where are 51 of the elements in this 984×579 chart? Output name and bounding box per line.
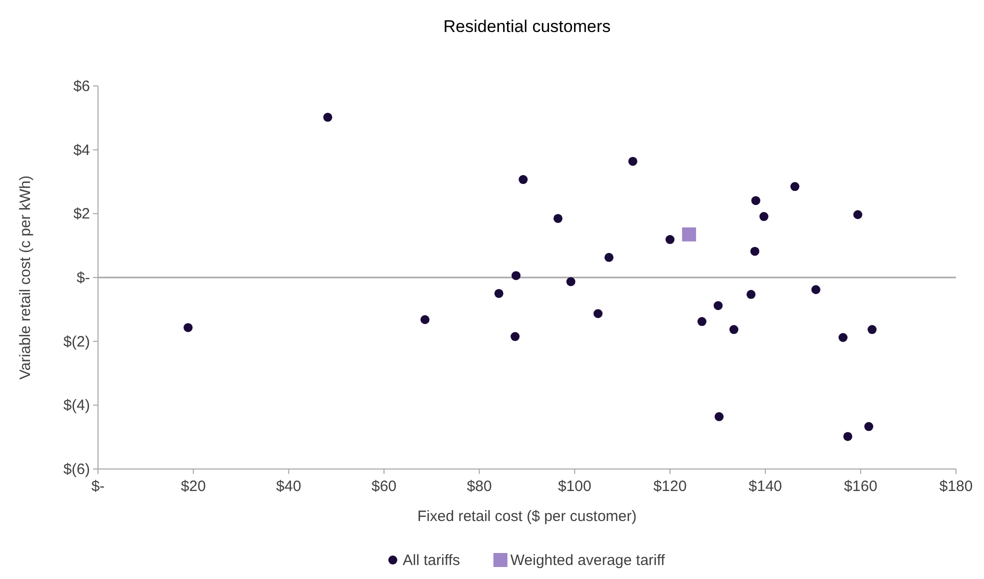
y-tick-label: $4 [73,142,90,159]
point [751,196,760,206]
point [566,277,576,286]
y-axis-title: Variable retail cost (c per kWh) [17,176,34,380]
point [494,288,504,298]
x-tick-label: $160 [844,478,878,495]
point [864,422,874,432]
legend-label: Weighted average tariff [510,552,666,569]
point [510,332,520,342]
point [714,301,723,310]
x-tick-label: $180 [939,478,973,495]
point [604,252,614,262]
point [746,290,756,299]
point [790,182,800,192]
point [714,412,724,422]
point [518,175,528,184]
x-tick-label: $80 [466,478,492,495]
point [811,285,820,294]
point [729,325,738,334]
x-tick-label: $- [91,478,105,495]
x-tick-label: $60 [371,478,397,495]
y-tick-label: $- [76,270,90,286]
point [553,214,562,223]
point [853,210,862,220]
point [682,227,696,242]
point [868,325,877,334]
legend-label: All tariffs [402,552,460,569]
y-tick-label: $(2) [63,333,90,350]
point [512,271,521,280]
point [628,156,638,166]
point [420,315,430,324]
point [843,432,852,441]
x-tick-label: $40 [276,478,302,495]
y-tick-label: $(6) [63,461,90,478]
point [666,235,674,244]
x-tick-label: $140 [748,478,782,495]
y-tick-label: $6 [73,78,90,95]
point [759,212,768,222]
y-tick-label: $2 [73,206,90,223]
x-tick-label: $100 [558,478,592,495]
point [697,317,706,326]
x-tick-label: $120 [653,478,687,495]
point [323,112,332,122]
point [594,309,603,318]
x-axis-title: Fixed retail cost ($ per customer) [417,508,637,525]
y-tick-label: $(4) [63,397,90,414]
chart-title: Residential customers [443,17,611,36]
x-tick-label: $20 [180,478,206,495]
point [184,323,193,332]
point [750,246,760,256]
point [838,333,848,342]
